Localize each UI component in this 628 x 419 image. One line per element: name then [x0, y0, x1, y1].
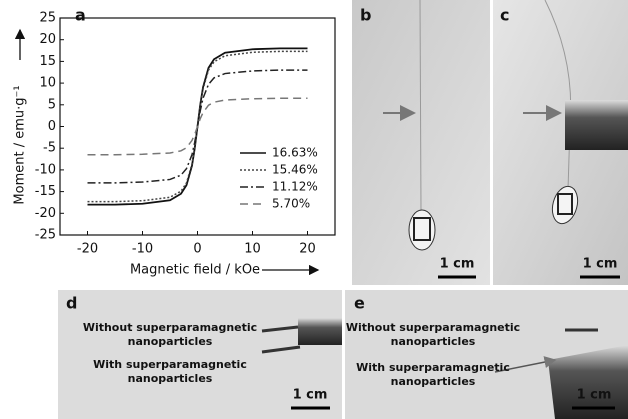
- panel-label: c: [500, 6, 509, 25]
- scale-bar-label: 1 cm: [583, 257, 618, 272]
- figure: a Magnetic field / kOe Moment / emu·g⁻¹ …: [0, 0, 628, 419]
- y-tick-label: 25: [39, 11, 56, 26]
- scale-bar-label: 1 cm: [440, 257, 475, 272]
- y-tick-label: 20: [39, 32, 56, 47]
- photo-b: [352, 0, 490, 285]
- x-tick-label: -10: [132, 242, 153, 257]
- legend-label: 11.12%: [272, 180, 318, 194]
- x-axis-label: Magnetic field / kOe: [130, 263, 260, 278]
- x-tick-label: 20: [299, 242, 316, 257]
- legend-label: 15.46%: [272, 163, 318, 177]
- panel-label: e: [354, 294, 365, 313]
- x-tick-label: 10: [244, 242, 261, 257]
- annotation: With superparamagnetic: [356, 361, 510, 374]
- x-tick-label: 0: [193, 242, 201, 257]
- y-tick-label: -25: [35, 228, 56, 243]
- y-tick-label: -5: [43, 141, 56, 156]
- y-tick-label: 10: [39, 76, 56, 91]
- annotation: nanoparticles: [128, 372, 213, 385]
- y-tick-label: 15: [39, 54, 56, 69]
- annotation: Without superparamagnetic: [83, 321, 257, 334]
- annotation: nanoparticles: [391, 335, 476, 348]
- y-tick-label: 0: [48, 119, 56, 134]
- annotation: Without superparamagnetic: [346, 321, 520, 334]
- y-tick-label: -20: [35, 206, 56, 221]
- legend-label: 16.63%: [272, 146, 318, 160]
- annotation: nanoparticles: [391, 375, 476, 388]
- panel-label: d: [66, 294, 77, 313]
- scale-bar-label: 1 cm: [293, 388, 328, 403]
- y-axis-label: Moment / emu·g⁻¹: [13, 85, 28, 204]
- y-tick-label: -15: [35, 184, 56, 199]
- y-tick-label: 5: [48, 97, 56, 112]
- scale-bar-label: 1 cm: [577, 388, 612, 403]
- panel-label: b: [360, 6, 371, 25]
- photo-c: [493, 0, 628, 285]
- x-tick-label: -20: [77, 242, 98, 257]
- y-tick-label: -10: [35, 162, 56, 177]
- annotation: With superparamagnetic: [93, 358, 247, 371]
- legend-label: 5.70%: [272, 197, 310, 211]
- panel-label: a: [75, 6, 86, 25]
- annotation: nanoparticles: [128, 335, 213, 348]
